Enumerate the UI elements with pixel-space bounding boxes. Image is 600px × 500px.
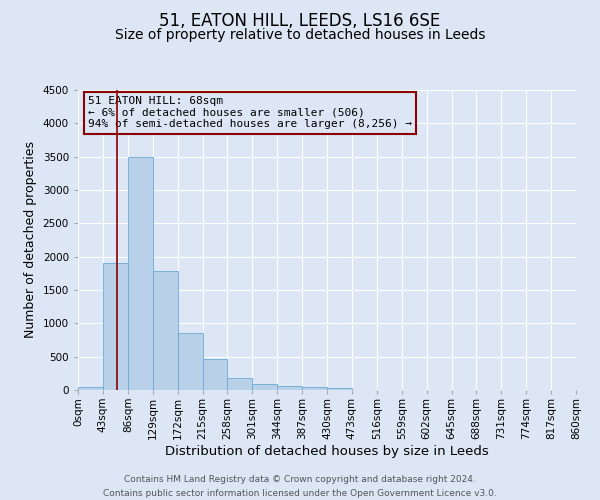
Bar	[277, 386, 302, 390]
Text: Size of property relative to detached houses in Leeds: Size of property relative to detached ho…	[115, 28, 485, 42]
Bar	[128, 156, 152, 390]
Bar	[78, 388, 103, 390]
Text: Contains HM Land Registry data © Crown copyright and database right 2024.
Contai: Contains HM Land Registry data © Crown c…	[103, 476, 497, 498]
Bar	[103, 264, 128, 390]
Text: 51 EATON HILL: 68sqm
← 6% of detached houses are smaller (506)
94% of semi-detac: 51 EATON HILL: 68sqm ← 6% of detached ho…	[88, 96, 412, 129]
Text: 51, EATON HILL, LEEDS, LS16 6SE: 51, EATON HILL, LEEDS, LS16 6SE	[160, 12, 440, 30]
Bar	[302, 388, 327, 390]
Bar	[178, 332, 203, 390]
Bar	[327, 388, 352, 390]
X-axis label: Distribution of detached houses by size in Leeds: Distribution of detached houses by size …	[165, 444, 489, 458]
Y-axis label: Number of detached properties: Number of detached properties	[24, 142, 37, 338]
Bar	[252, 384, 277, 390]
Bar	[152, 272, 178, 390]
Bar	[203, 360, 227, 390]
Bar	[227, 378, 253, 390]
